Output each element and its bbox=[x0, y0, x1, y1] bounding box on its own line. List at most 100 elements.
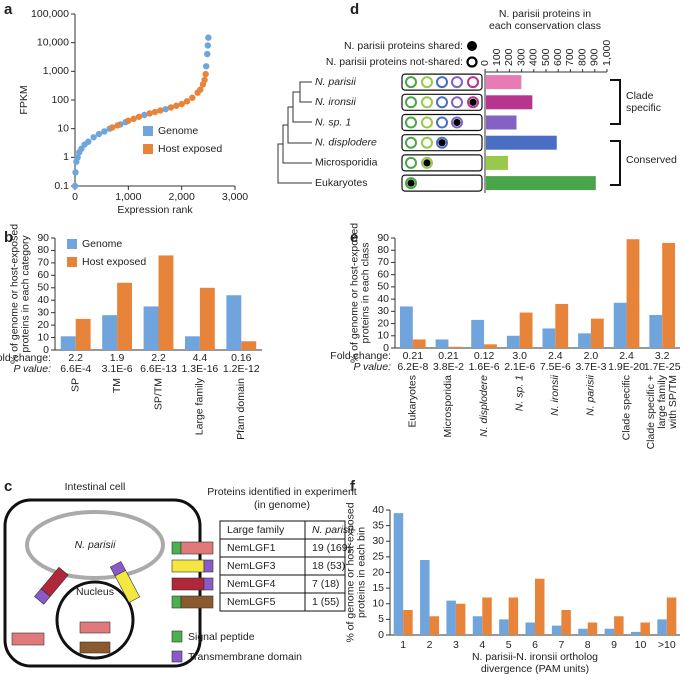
y-axis-label: % of genome or host-exposedproteins in e… bbox=[8, 224, 31, 364]
bar bbox=[506, 335, 520, 348]
point bbox=[173, 102, 180, 109]
x-tick-label: 1 bbox=[400, 639, 406, 651]
p-value: 1.7E-25 bbox=[644, 361, 681, 373]
legend-label: N. parisii proteins shared: bbox=[344, 40, 463, 52]
text-line: % of genome or host-exposed bbox=[8, 224, 20, 364]
text-line: proteins in each class bbox=[359, 243, 371, 344]
bar bbox=[446, 600, 456, 635]
x-tick-label: >10 bbox=[658, 639, 676, 651]
fold-change: 2.2 bbox=[151, 352, 166, 364]
bar bbox=[482, 597, 492, 635]
bar bbox=[158, 255, 174, 350]
x-tick-label: 200 bbox=[503, 48, 515, 66]
row-label: N. sp. 1 bbox=[315, 116, 351, 128]
y-tick-label: 35 bbox=[372, 519, 384, 531]
text-line: N. parisii-N. ironsii ortholog bbox=[472, 651, 598, 663]
nucleus bbox=[55, 580, 135, 660]
bar bbox=[551, 625, 562, 635]
nucleus-label: Nucleus bbox=[76, 586, 114, 598]
bar bbox=[555, 304, 569, 348]
text-line: Clade bbox=[626, 90, 654, 102]
bar bbox=[486, 176, 596, 191]
fold-change: 2.4 bbox=[548, 350, 563, 362]
circle-box bbox=[401, 154, 483, 172]
y-axis-label: % of genome or host-exposedproteins in e… bbox=[348, 223, 371, 363]
legend-swatch bbox=[67, 239, 77, 249]
text-line: proteins in each bin bbox=[355, 527, 367, 618]
bar bbox=[60, 336, 76, 350]
bar bbox=[630, 631, 641, 635]
y-tick-label: 0 bbox=[43, 344, 49, 356]
bar bbox=[666, 597, 677, 635]
conservation-ring bbox=[421, 116, 433, 129]
fold-change: 2.0 bbox=[584, 350, 599, 362]
y-tick-label: 1 bbox=[63, 151, 69, 163]
y-tick-label: 100,000 bbox=[31, 8, 69, 20]
x-tick-label: 7 bbox=[558, 639, 564, 651]
bar bbox=[448, 346, 462, 348]
panel-label: d bbox=[350, 1, 359, 18]
point bbox=[85, 138, 92, 145]
x-tick-label: N. ironsii bbox=[549, 374, 561, 416]
fold-change: 4.4 bbox=[193, 352, 208, 364]
table-cell: NemLGF1 bbox=[227, 542, 276, 554]
protein bbox=[79, 641, 111, 654]
x-tick-label: Microsporidia bbox=[442, 375, 454, 438]
y-tick-label: 80 bbox=[377, 244, 389, 256]
bar bbox=[143, 306, 159, 350]
protein bbox=[109, 561, 141, 603]
row-label: Fold change: bbox=[330, 350, 391, 362]
panel-label: a bbox=[4, 1, 13, 18]
x-tick-label: Eukaryotes bbox=[407, 375, 419, 428]
point bbox=[197, 86, 204, 93]
point bbox=[95, 130, 103, 138]
panel-label: b bbox=[4, 229, 13, 246]
point bbox=[109, 124, 116, 131]
table-title: (in genome) bbox=[254, 499, 310, 511]
point bbox=[167, 104, 175, 111]
legend-swatch bbox=[143, 144, 153, 154]
y-tick-label: 5 bbox=[378, 613, 384, 625]
y-tick-label: 0 bbox=[378, 629, 384, 641]
x-tick-label: N. displodere bbox=[478, 375, 490, 437]
bar bbox=[662, 242, 676, 348]
legend-label: Transmembrane domain bbox=[188, 651, 302, 663]
y-tick-label: 70 bbox=[377, 256, 389, 268]
x-axis-label: Expression rank bbox=[117, 204, 193, 216]
fold-change: 0.12 bbox=[474, 350, 495, 362]
y-tick-label: 10 bbox=[57, 122, 69, 134]
bar bbox=[117, 282, 133, 350]
point bbox=[202, 70, 209, 78]
x-tick-label: Large family bbox=[194, 377, 206, 435]
text-line: with SP/TM bbox=[667, 375, 679, 430]
conservation-ring bbox=[436, 96, 448, 109]
bar bbox=[429, 616, 440, 635]
point bbox=[101, 128, 108, 135]
x-tick-label: 500 bbox=[540, 48, 552, 66]
fold-change: 3.0 bbox=[512, 350, 527, 362]
conservation-ring bbox=[421, 76, 433, 89]
group-label: Clade specific bbox=[626, 90, 661, 114]
y-tick-label: 70 bbox=[37, 257, 49, 269]
legend-label: Signal peptide bbox=[188, 631, 255, 643]
text-line: each conservation class bbox=[489, 20, 601, 32]
fold-change: 0.16 bbox=[231, 352, 252, 364]
circle-box bbox=[401, 73, 483, 91]
bar bbox=[226, 295, 242, 350]
text-line: % of genome or host-exposed bbox=[344, 502, 356, 642]
conservation-dot bbox=[438, 139, 446, 147]
bar bbox=[535, 578, 545, 635]
point bbox=[183, 98, 191, 105]
conservation-ring bbox=[405, 156, 417, 169]
point bbox=[114, 122, 121, 129]
row-label: N. displodere bbox=[315, 136, 377, 148]
y-axis-label: % of genome or host-exposedproteins in e… bbox=[344, 502, 367, 642]
p-value: 2.1E-6 bbox=[504, 361, 535, 373]
legend-label: Host exposed bbox=[158, 143, 222, 155]
bar bbox=[184, 336, 200, 350]
bar bbox=[472, 616, 483, 635]
bar bbox=[435, 339, 449, 348]
point bbox=[130, 115, 137, 123]
conservation-ring bbox=[451, 76, 463, 89]
legend-label: N. parisii proteins not-shared: bbox=[326, 56, 463, 68]
